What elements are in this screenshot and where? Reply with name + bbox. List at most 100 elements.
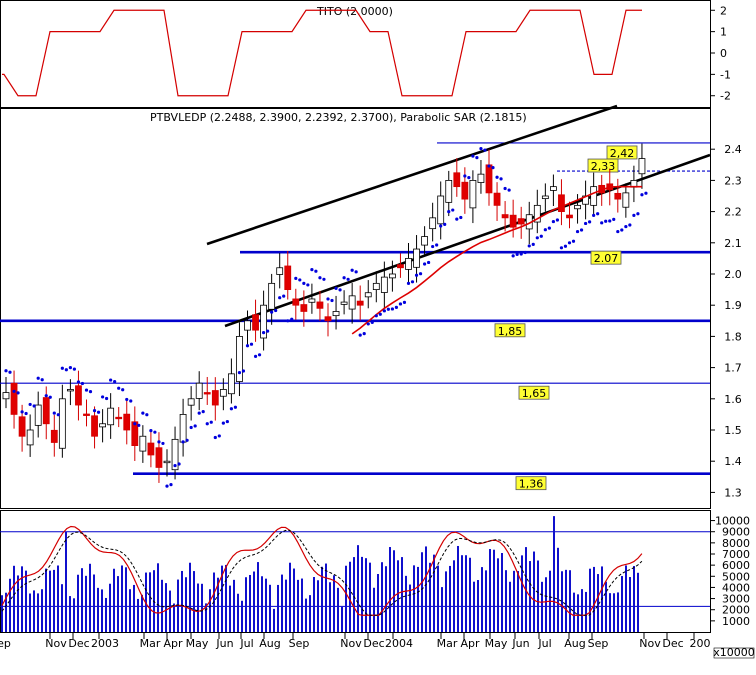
sar-dot [567, 241, 572, 245]
sar-dot [306, 283, 310, 287]
tito-panel: 2 1 0 -1 -2 TITO (2.0000) [2, 4, 731, 103]
sar-dot [555, 218, 560, 222]
sar-dot [531, 242, 535, 246]
candle-body [348, 295, 356, 310]
candle-body [477, 173, 485, 183]
sar-dot [551, 219, 556, 224]
candle-body [236, 335, 243, 382]
sar-dot [157, 440, 161, 444]
sar-dot [173, 463, 177, 468]
sar-dot [209, 420, 213, 424]
x-tick-label: Jun [511, 637, 529, 650]
volume-tick-label: 8000 [722, 537, 750, 550]
x-tick-label: Jul [239, 637, 253, 650]
candle-body [75, 385, 82, 406]
volume-frame [0, 510, 711, 633]
sar-dot [149, 429, 153, 433]
sar-dot [121, 388, 125, 392]
sar-dot [213, 435, 217, 440]
candle-body [147, 442, 155, 456]
candle-body [187, 398, 195, 406]
sar-dot [475, 156, 479, 160]
level-label: 1,65 [522, 387, 547, 400]
price-tick-label: 1.3 [724, 486, 742, 499]
sar-dot [262, 331, 266, 335]
sar-dot [624, 224, 628, 229]
sar-dot [579, 228, 584, 232]
sar-dot [571, 239, 576, 243]
candle-body [517, 218, 525, 225]
sar-dot [632, 213, 636, 217]
sar-dot [113, 380, 117, 384]
sar-dot [68, 366, 72, 370]
candle-body [203, 392, 211, 395]
candle-body [26, 429, 34, 446]
price-panel: 2.4 2.3 2.2 2.1 2.0 1.9 1.8 1.7 1.6 1.5 1.4 1.3 PTBV… [0, 104, 742, 499]
sar-dot [36, 376, 40, 380]
candle-body [155, 447, 163, 468]
sar-dot [8, 370, 12, 374]
candle-body [332, 311, 340, 317]
candle-body [622, 192, 630, 208]
sar-dot [80, 381, 85, 386]
sar-dot [217, 434, 221, 438]
sar-dot [225, 419, 229, 424]
sar-dot [88, 390, 93, 394]
sar-dot [543, 228, 547, 232]
sar-dot [201, 409, 205, 414]
candle-body [413, 248, 420, 268]
candle-body [10, 382, 18, 415]
tito-title: TITO (2.0000) [316, 5, 393, 18]
x-tick-label: Nov [639, 637, 661, 650]
sar-dot [181, 440, 185, 444]
volume-tick-label: 4000 [722, 581, 750, 594]
x-tick-label: ep [0, 637, 11, 650]
x-tick-label: Jul [537, 637, 551, 650]
sar-dot [503, 186, 507, 191]
level-label: 2,42 [610, 147, 635, 160]
sar-dot [398, 302, 403, 306]
sar-dot [435, 243, 439, 247]
stochastic-k-line [1, 525, 643, 616]
sar-dot [471, 154, 475, 158]
candle-body [284, 265, 292, 291]
x-tick-label: May [485, 637, 508, 650]
sar-dot [418, 272, 423, 276]
sar-dot [455, 217, 459, 221]
sar-dot [378, 312, 382, 316]
sar-dot [366, 322, 370, 326]
sar-dot [257, 353, 262, 357]
sar-dot [318, 276, 322, 280]
sar-dot [463, 174, 467, 178]
volume-tick-label: 10000 [715, 515, 750, 528]
sar-dot [40, 378, 44, 382]
sar-dot [310, 268, 314, 272]
sar-dot [274, 308, 278, 313]
x-tick-label: Mar [437, 637, 458, 650]
sar-dot [592, 213, 596, 217]
candle-body [18, 416, 26, 437]
sar-dot [350, 268, 354, 272]
candle-body [372, 282, 380, 291]
sar-dot [358, 333, 362, 337]
price-tick-label: 1.5 [724, 424, 742, 437]
candle-body [58, 398, 66, 449]
sar-dot [241, 369, 246, 373]
candle-body [316, 301, 324, 309]
candle-body [509, 214, 517, 228]
candle-body [252, 314, 259, 331]
x-tick-label: Jun [215, 637, 233, 650]
x-tick-label: May [186, 637, 209, 650]
sar-dot [427, 260, 431, 265]
x-tick-label: 200 [690, 637, 711, 650]
sar-dot [511, 254, 515, 258]
candle-body [469, 179, 477, 209]
sar-dot [44, 394, 48, 398]
level-label: 1,85 [498, 325, 523, 338]
level-label-box [590, 250, 622, 265]
sar-dot [575, 229, 580, 234]
tito-tick-label: -2 [720, 90, 731, 103]
candle-body [405, 257, 412, 270]
volume-tick-label: 9000 [722, 526, 750, 539]
